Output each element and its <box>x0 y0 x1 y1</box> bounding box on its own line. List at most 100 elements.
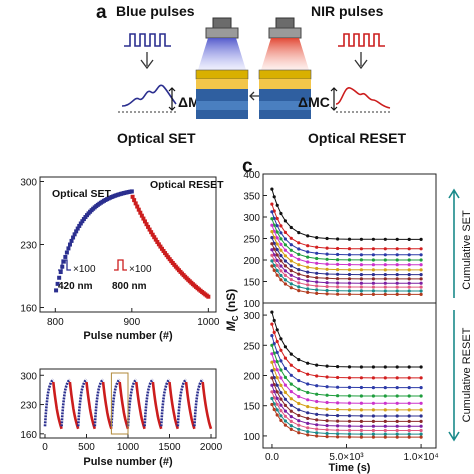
set-series-point <box>283 259 287 263</box>
reset-series-point <box>289 409 293 413</box>
reset-series-point <box>275 350 279 354</box>
reset-series-point <box>315 434 319 438</box>
reset-series-line <box>271 335 422 389</box>
reset-series-point <box>315 374 319 378</box>
reset-series-point <box>283 397 287 401</box>
set-series-point <box>289 282 293 286</box>
set-series-point <box>371 263 375 267</box>
set-series-point <box>407 281 411 285</box>
reset-series-point <box>279 403 283 407</box>
set-series-point <box>279 248 283 252</box>
set-series-point <box>279 259 283 263</box>
data-point <box>61 259 66 264</box>
set-series-point <box>315 256 319 261</box>
set-series-point <box>272 235 276 240</box>
y-tick-label: 300 <box>20 371 37 382</box>
reset-series-point <box>283 409 287 413</box>
y-tick-label: 250 <box>243 235 260 246</box>
set-series-point <box>347 258 352 262</box>
y-tick-label: 150 <box>243 278 260 289</box>
y-tick-label: 300 <box>20 178 37 189</box>
data-point <box>150 232 155 237</box>
reset-series-point <box>395 401 399 405</box>
reset-series-point <box>270 352 274 356</box>
reset-series-point <box>270 390 274 394</box>
reset-series-point <box>297 423 301 427</box>
set-series-point <box>297 268 301 272</box>
reset-series-point <box>383 435 387 439</box>
reset-series-point <box>297 387 301 391</box>
annotation-optical-set: Optical SET <box>52 188 112 200</box>
reset-series-point <box>283 366 287 371</box>
set-series-point <box>359 273 363 277</box>
set-series-point <box>283 269 287 273</box>
y-tick-label: 230 <box>20 401 37 412</box>
set-series-point <box>419 258 423 262</box>
reset-series-point <box>359 419 363 423</box>
reset-series-point <box>297 401 301 406</box>
reset-series-point <box>270 310 274 314</box>
reset-series-point <box>383 408 387 412</box>
data-point <box>163 251 168 256</box>
reset-series-point <box>279 348 283 352</box>
reset-series-point <box>347 408 352 412</box>
set-series-point <box>371 277 375 281</box>
set-series-point <box>270 259 274 263</box>
set-series-point <box>395 281 399 285</box>
set-series-point <box>297 285 301 289</box>
reset-cycle-series <box>184 381 196 430</box>
reset-series-point <box>407 414 411 418</box>
data-point <box>141 216 146 221</box>
set-series-point <box>315 271 319 275</box>
data-point <box>55 281 60 286</box>
set-series-point <box>336 237 340 241</box>
set-series-point <box>289 225 293 230</box>
reset-series-point <box>359 365 363 369</box>
reset-series-point <box>395 408 399 412</box>
reset-series-point <box>325 375 329 379</box>
set-series-point <box>359 277 363 281</box>
set-series-point <box>272 195 276 199</box>
set-cycle-series <box>76 378 88 427</box>
reset-series-point <box>395 386 399 390</box>
set-series-point <box>407 273 411 277</box>
cumulative-set-arrow-icon <box>448 188 460 298</box>
blue-lamp-head <box>205 27 239 39</box>
y-axis-label-sub: C <box>231 315 240 321</box>
blue-pulse-train-icon <box>124 33 171 47</box>
x-axis-label: Pulse number (#) <box>83 456 173 468</box>
data-point <box>130 194 135 199</box>
reset-series-point <box>407 419 411 423</box>
set-series-point <box>383 285 387 289</box>
set-series-point <box>347 263 352 267</box>
data-point <box>132 198 137 203</box>
reset-series-point <box>336 394 340 398</box>
reset-series-point <box>419 419 423 423</box>
reset-series-point <box>336 408 340 412</box>
set-series-point <box>306 265 310 269</box>
reset-series-point <box>325 413 329 417</box>
set-series-point <box>359 281 363 285</box>
set-series-point <box>419 268 423 272</box>
set-series-point <box>325 252 329 256</box>
set-series-point <box>407 277 411 281</box>
data-point <box>75 226 80 231</box>
set-series-point <box>383 258 387 262</box>
reset-series-point <box>289 382 293 386</box>
reset-series-point <box>270 396 274 401</box>
reset-series-line <box>271 385 422 427</box>
reset-series-point <box>325 393 329 397</box>
set-series-point <box>336 252 340 257</box>
reset-series-point <box>297 431 301 435</box>
set-series-point <box>315 245 319 249</box>
reset-series-point <box>272 318 276 323</box>
reset-series-point <box>371 419 375 423</box>
reset-series-point <box>419 365 423 369</box>
set-series-point <box>419 273 423 277</box>
data-point <box>80 219 85 224</box>
set-series-point <box>275 236 279 240</box>
set-series-point <box>419 247 423 251</box>
y-tick-label: 200 <box>243 256 260 267</box>
data-point <box>136 207 141 212</box>
set-series-point <box>297 289 301 293</box>
